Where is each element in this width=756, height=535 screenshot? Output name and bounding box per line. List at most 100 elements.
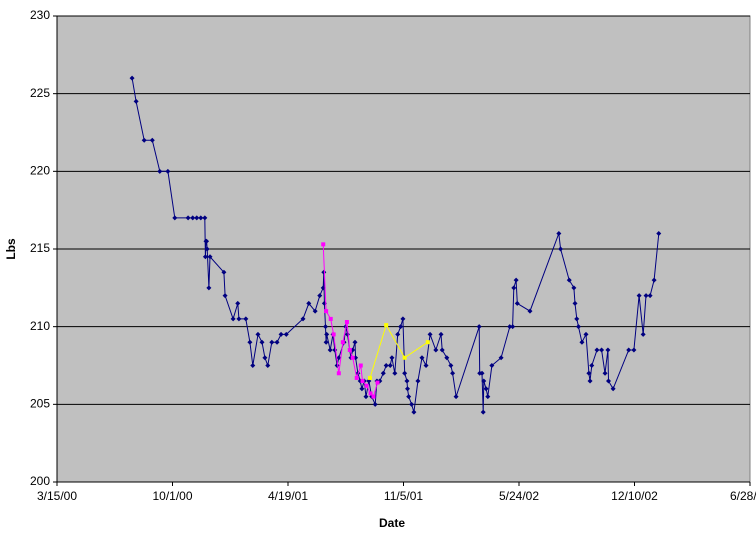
- marker: [514, 300, 520, 306]
- marker: [350, 355, 355, 360]
- marker: [392, 370, 398, 376]
- marker: [489, 363, 495, 368]
- marker: [409, 401, 415, 407]
- y-axis-title: Lbs: [4, 238, 18, 260]
- marker: [640, 331, 646, 337]
- marker: [507, 324, 513, 330]
- marker: [190, 215, 196, 221]
- marker: [347, 347, 352, 352]
- x-tick-label: 10/1/00: [152, 489, 192, 503]
- marker: [556, 230, 562, 236]
- marker: [594, 347, 600, 353]
- marker: [398, 324, 404, 330]
- marker: [589, 363, 595, 368]
- marker: [204, 246, 210, 252]
- marker: [415, 378, 421, 384]
- y-tick-label: 225: [30, 86, 50, 100]
- marker: [433, 347, 439, 353]
- marker: [480, 409, 486, 415]
- marker: [359, 386, 365, 392]
- marker: [602, 370, 608, 376]
- marker: [450, 370, 456, 376]
- marker: [230, 316, 236, 322]
- marker: [586, 370, 592, 376]
- marker: [360, 379, 365, 384]
- marker: [483, 386, 489, 392]
- marker: [269, 339, 275, 345]
- marker: [129, 75, 135, 81]
- marker: [444, 355, 450, 361]
- marker: [336, 371, 341, 376]
- marker: [375, 380, 380, 385]
- marker: [222, 293, 228, 299]
- marker: [587, 378, 593, 384]
- marker: [185, 215, 191, 221]
- marker: [372, 401, 378, 407]
- marker: [453, 394, 459, 400]
- marker: [352, 339, 358, 345]
- marker: [262, 355, 268, 361]
- marker: [511, 285, 517, 291]
- marker: [306, 300, 312, 306]
- marker: [321, 269, 327, 275]
- marker: [387, 363, 393, 368]
- marker: [363, 394, 369, 400]
- marker: [425, 340, 430, 345]
- marker: [626, 347, 632, 353]
- marker: [383, 363, 389, 368]
- x-tick-label: 12/10/02: [611, 489, 658, 503]
- marker: [336, 355, 342, 361]
- marker: [344, 320, 349, 325]
- marker: [259, 339, 265, 345]
- marker: [384, 323, 389, 328]
- y-tick-label: 210: [30, 319, 50, 333]
- marker: [358, 363, 363, 368]
- marker: [402, 355, 407, 360]
- marker: [265, 363, 271, 368]
- marker: [243, 316, 249, 322]
- marker: [207, 254, 213, 260]
- marker: [274, 339, 280, 345]
- marker: [380, 370, 386, 376]
- marker: [368, 391, 373, 396]
- marker: [320, 285, 326, 291]
- marker: [575, 324, 581, 330]
- y-tick-label: 220: [30, 164, 50, 178]
- y-tick-label: 205: [30, 397, 50, 411]
- marker: [194, 215, 200, 221]
- marker: [400, 316, 406, 322]
- marker: [133, 98, 139, 104]
- marker: [527, 308, 533, 314]
- marker: [439, 347, 445, 353]
- marker: [278, 331, 284, 337]
- marker: [558, 246, 564, 252]
- y-tick-label: 230: [30, 8, 50, 22]
- marker: [221, 269, 227, 275]
- marker: [404, 378, 410, 384]
- x-tick-label: 3/15/00: [37, 489, 77, 503]
- marker: [395, 331, 401, 337]
- marker: [656, 230, 662, 236]
- x-tick-label: 4/19/01: [268, 489, 308, 503]
- marker: [583, 331, 589, 337]
- marker: [402, 370, 408, 376]
- y-tick-label: 200: [30, 474, 50, 488]
- marker: [204, 238, 210, 244]
- marker: [247, 339, 253, 345]
- series-line: [131, 78, 660, 413]
- y-tick-label: 215: [30, 241, 50, 255]
- x-tick-label: 11/5/01: [384, 489, 423, 503]
- marker: [364, 383, 369, 388]
- marker: [321, 242, 326, 247]
- marker: [323, 324, 329, 330]
- marker: [328, 316, 333, 321]
- marker: [419, 355, 425, 361]
- marker: [354, 375, 359, 380]
- marker: [371, 394, 376, 399]
- marker: [513, 277, 519, 283]
- marker: [574, 316, 580, 322]
- marker: [368, 375, 373, 380]
- marker: [389, 355, 395, 361]
- marker: [157, 168, 163, 174]
